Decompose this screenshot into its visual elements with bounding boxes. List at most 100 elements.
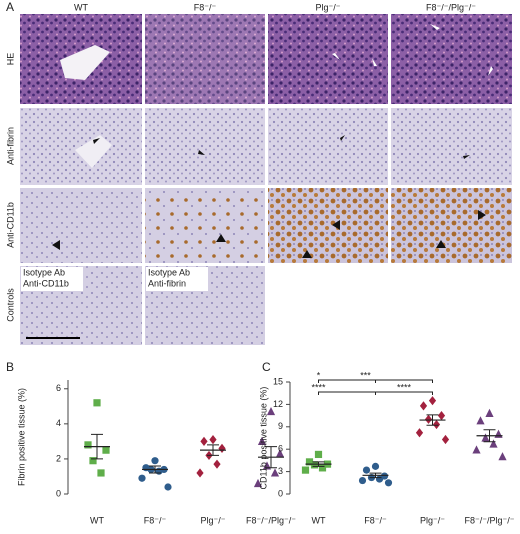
point	[314, 450, 323, 459]
control-label: Anti-fibrin	[148, 278, 186, 288]
arrowheads	[52, 135, 486, 258]
point	[102, 446, 110, 454]
point	[305, 458, 314, 466]
x-tick-label: Plg⁻/⁻	[420, 515, 445, 525]
point	[213, 459, 221, 469]
column-label: F8⁻/⁻	[194, 2, 217, 12]
y-axis-label: Fibrin positive tissue (%)	[16, 388, 26, 486]
x-tick-label: Plg⁻/⁻	[200, 515, 225, 525]
point	[476, 416, 485, 425]
point	[489, 439, 498, 448]
x-tick-label: F8⁻/⁻/Plg⁻/⁻	[246, 515, 296, 525]
point	[155, 467, 163, 475]
control-label: Isotype Ab	[23, 267, 65, 277]
point	[310, 461, 319, 469]
sem-bar	[483, 429, 496, 443]
significance-label: ****	[397, 382, 412, 392]
point	[266, 406, 276, 416]
micrograph	[391, 14, 512, 104]
sem-bar	[369, 472, 382, 479]
point	[375, 475, 384, 483]
micrograph	[268, 14, 388, 104]
significance-bracket	[375, 391, 433, 395]
column-label: WT	[74, 2, 88, 12]
y-tick-label: 0	[278, 488, 283, 498]
panel-label: B	[6, 360, 14, 374]
micrograph	[391, 108, 512, 185]
point	[437, 411, 446, 421]
y-tick-label: 2	[56, 453, 61, 463]
micrograph	[268, 108, 388, 185]
point	[494, 429, 503, 438]
y-tick-label: 4	[56, 418, 61, 428]
point	[151, 457, 159, 465]
y-axis-label: CD11b positive tissue (%)	[258, 387, 268, 490]
point	[218, 443, 226, 453]
point	[196, 468, 204, 478]
row-label: Anti-CD11b	[5, 202, 15, 248]
column-label: F8⁻/⁻/Plg⁻/⁻	[426, 2, 476, 12]
significance-label: *	[317, 370, 321, 380]
sem-bar	[149, 465, 161, 474]
micrograph	[20, 188, 142, 263]
point	[362, 466, 371, 474]
micrograph	[145, 188, 265, 263]
point	[253, 478, 263, 488]
point	[270, 468, 280, 477]
point	[84, 441, 92, 449]
panel-label: A	[6, 0, 14, 14]
point	[384, 479, 393, 487]
point	[301, 466, 310, 474]
y-tick-label: 15	[273, 376, 283, 386]
point	[371, 462, 380, 470]
vessel	[60, 45, 110, 80]
sem-bar	[265, 446, 277, 469]
control-label-box	[21, 267, 83, 291]
micrographs	[20, 14, 512, 345]
vessel	[75, 135, 112, 168]
point	[257, 436, 267, 445]
y-tick-label: 6	[56, 383, 61, 393]
panel-label: C	[262, 360, 271, 374]
point	[481, 433, 490, 442]
point	[424, 414, 433, 424]
row-label: Controls	[5, 288, 15, 322]
control-label: Isotype Ab	[148, 267, 190, 277]
y-tick-label: 0	[56, 488, 61, 498]
point	[472, 445, 481, 454]
sem-bar	[426, 414, 439, 426]
point	[415, 428, 424, 438]
point	[428, 396, 437, 406]
significance-bracket	[318, 391, 376, 395]
y-tick-label: 3	[278, 466, 283, 476]
row-label: Anti-fibrin	[5, 127, 15, 165]
x-tick-label: WT	[312, 515, 326, 525]
x-tick-label: WT	[90, 515, 104, 525]
point	[318, 464, 327, 472]
point	[209, 435, 217, 445]
point	[485, 408, 494, 417]
significance-label: ***	[360, 370, 371, 380]
point	[93, 399, 101, 407]
control-label: Anti-CD11b	[23, 278, 69, 288]
sem-bar	[312, 461, 325, 467]
micrograph	[268, 188, 388, 263]
control-label-box	[146, 267, 208, 291]
sem-bar	[207, 444, 219, 456]
y-tick-label: 12	[273, 399, 283, 409]
arrows	[332, 24, 493, 76]
point	[358, 476, 367, 485]
point	[419, 401, 428, 411]
point	[89, 457, 97, 465]
point	[441, 434, 450, 445]
y-tick-label: 6	[278, 444, 283, 454]
point	[498, 452, 507, 461]
point	[275, 449, 285, 458]
point	[164, 483, 172, 491]
significance-label: ****	[311, 382, 326, 392]
row-label: HE	[5, 53, 15, 66]
point	[138, 474, 146, 482]
micrograph	[391, 188, 512, 263]
x-tick-label: F8⁻/⁻	[364, 515, 387, 525]
